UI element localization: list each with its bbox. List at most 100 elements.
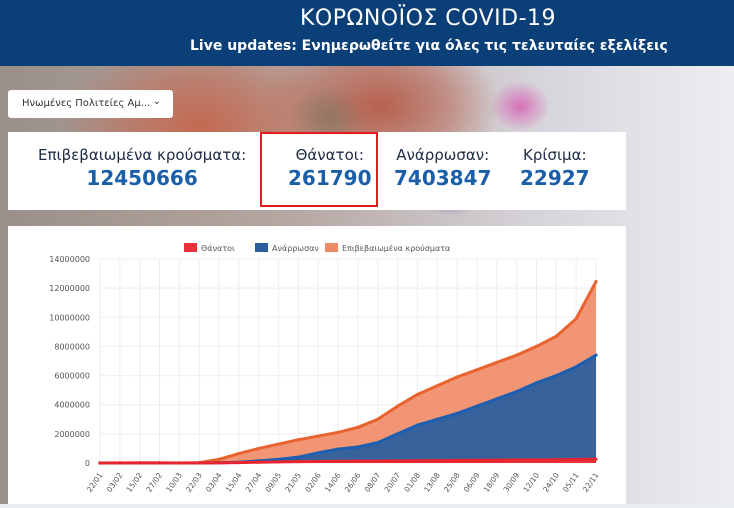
data-point [276,460,281,464]
data-point [376,441,380,445]
data-point [475,368,479,372]
data-point [594,279,598,284]
chart-card: 0 2000000 4000000 6000000 8000000 10000000 120… [8,226,626,504]
x-tick-label: 10/03 [164,471,184,494]
data-point [415,392,420,397]
data-point [296,438,300,442]
data-point [356,425,360,429]
data-point [554,334,558,338]
data-point [118,461,122,465]
x-tick-label: 05/11 [561,471,581,494]
x-tick-label: 26/06 [343,471,363,494]
x-tick-label: 03/04 [204,471,224,494]
x-tick-label: 22/03 [184,471,204,494]
data-point [455,411,459,416]
data-point [276,457,281,461]
y-tick-label: 12000000 [49,284,90,293]
data-point [356,459,360,463]
x-tick-label: 22/01 [85,471,105,494]
data-point [376,459,380,463]
country-select-value: Ηνωμένες Πολιτείες Αμ... [22,98,151,109]
legend-swatch [325,243,338,252]
data-point [554,458,558,462]
area-1 [100,355,596,463]
x-tick-label: 02/06 [303,471,323,494]
data-point [534,344,539,349]
data-point [396,459,400,463]
legend-label: Θάνατοι [201,244,235,253]
x-tick-label: 12/10 [521,471,541,494]
data-point [157,461,162,465]
y-tick-label: 6000000 [54,372,90,381]
data-point [594,353,598,357]
stat-label: Θάνατοι: [295,146,364,164]
data-point [316,451,320,455]
stat-label: Κρίσιμα: [523,146,587,164]
data-point [217,457,221,461]
y-tick-label: 8000000 [54,342,90,351]
data-point [574,365,578,369]
data-point [594,457,598,461]
data-point [237,451,241,456]
site-title: ΚΟΡΩΝΟΪΟΣ COVID-19 [300,6,556,31]
data-point [257,460,261,464]
data-point [455,458,459,463]
data-point [554,373,558,378]
x-tick-label: 15/02 [125,471,145,494]
data-point [415,423,420,427]
x-tick-label: 27/02 [144,471,164,494]
legend-label: Ανάρρωσαν [272,244,319,253]
area-0 [100,459,596,463]
site-header: ΚΟΡΩΝΟΪΟΣ COVID-19 Live updates: Ενημερω… [0,0,734,66]
highlight-box [260,132,378,207]
data-point [455,375,459,379]
data-point [336,447,340,451]
data-point [495,458,499,462]
data-point [336,459,340,463]
site-subtitle: Live updates: Ενημερωθείτε για όλες τις … [190,38,668,54]
y-tick-label: 0 [85,459,90,468]
x-tick-label: 22/11 [581,471,601,494]
data-point [197,461,201,465]
y-tick-label: 4000000 [54,401,90,410]
data-point [534,381,539,385]
data-point [296,460,300,464]
data-point [316,434,320,438]
x-tick-label: 06/09 [462,471,482,494]
stat-deaths: Θάνατοι: 261790 [288,146,372,190]
stat-confirmed: Επιβεβαιωμένα κρούσματα: 12450666 [38,146,246,190]
stat-value: 7403847 [394,166,492,190]
legend-swatch [184,243,197,252]
data-point [435,458,439,463]
x-tick-label: 24/10 [541,471,561,494]
data-point [435,417,439,421]
x-tick-label: 21/05 [283,471,303,494]
stat-critical: Κρίσιμα: 22927 [520,146,590,190]
data-point [415,459,420,463]
country-select[interactable]: Ηνωμένες Πολιτείες Αμ... ⌄ [8,90,173,118]
y-tick-label: 10000000 [49,313,90,322]
data-point [495,397,499,401]
data-point [574,457,578,462]
data-point [237,460,241,465]
data-point [475,458,479,462]
data-point [515,390,519,394]
stat-recovered: Ανάρρωσαν: 7403847 [394,146,491,190]
legend-swatch [255,243,268,252]
data-point [276,442,281,446]
stats-panel: Επιβεβαιωμένα κρούσματα: 12450666 Θάνατο… [8,132,626,210]
x-tick-label: 27/04 [244,471,264,494]
stat-value: 261790 [288,166,372,190]
stat-value: 12450666 [86,166,198,190]
cumulative-cases-chart: 0 2000000 4000000 6000000 8000000 10000000 120… [49,243,601,494]
chevron-down-icon: ⌄ [152,96,161,107]
x-tick-label: 09/05 [263,471,283,494]
x-tick-label: 18/09 [482,471,502,494]
data-point [217,461,221,465]
x-tick-label: 01/08 [402,471,422,494]
data-point [515,458,519,462]
data-point [356,445,360,449]
x-tick-label: 25/08 [442,471,462,494]
data-point [534,458,539,462]
data-point [495,360,499,365]
